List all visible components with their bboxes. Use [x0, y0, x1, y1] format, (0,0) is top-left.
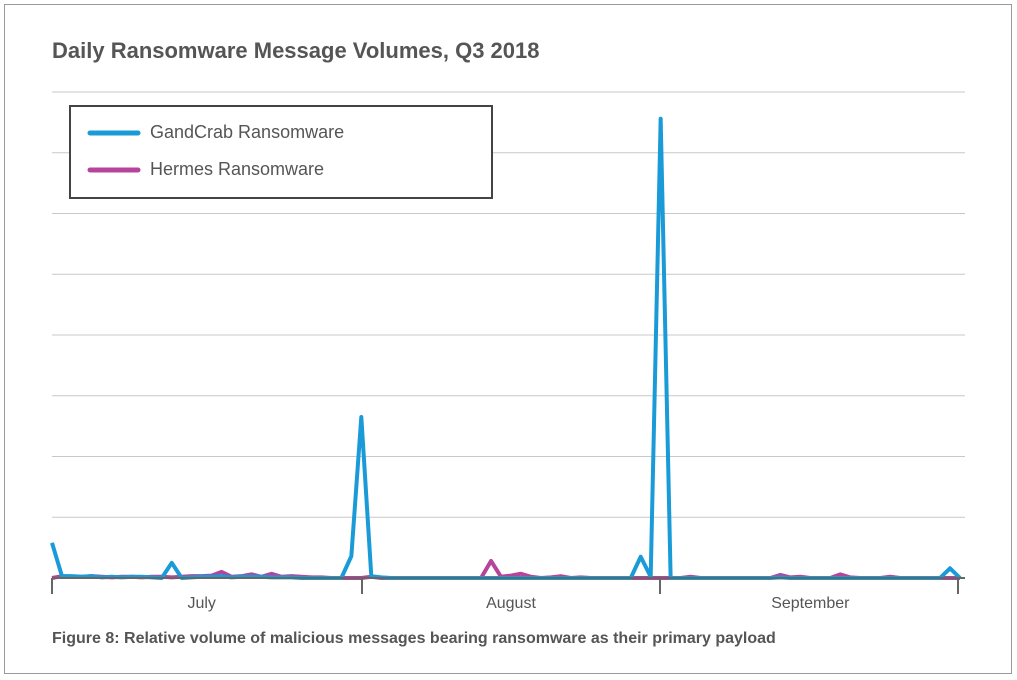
legend: [69, 105, 493, 199]
legend-label: Hermes Ransomware: [150, 159, 324, 179]
series-line: [51, 558, 960, 580]
legend-entries: GandCrab Ransomware Hermes Ransomware: [87, 122, 344, 179]
x-tick-label: August: [486, 595, 536, 612]
caption: Figure 8: Relative volume of malicious m…: [52, 630, 776, 647]
chart-title: Daily Ransomware Message Volumes, Q3 201…: [52, 38, 540, 63]
frame: [4, 4, 1012, 674]
legend-label: GandCrab Ransomware: [150, 122, 344, 142]
x-tick-label: September: [771, 595, 850, 612]
x-tick-label: July: [187, 595, 215, 612]
